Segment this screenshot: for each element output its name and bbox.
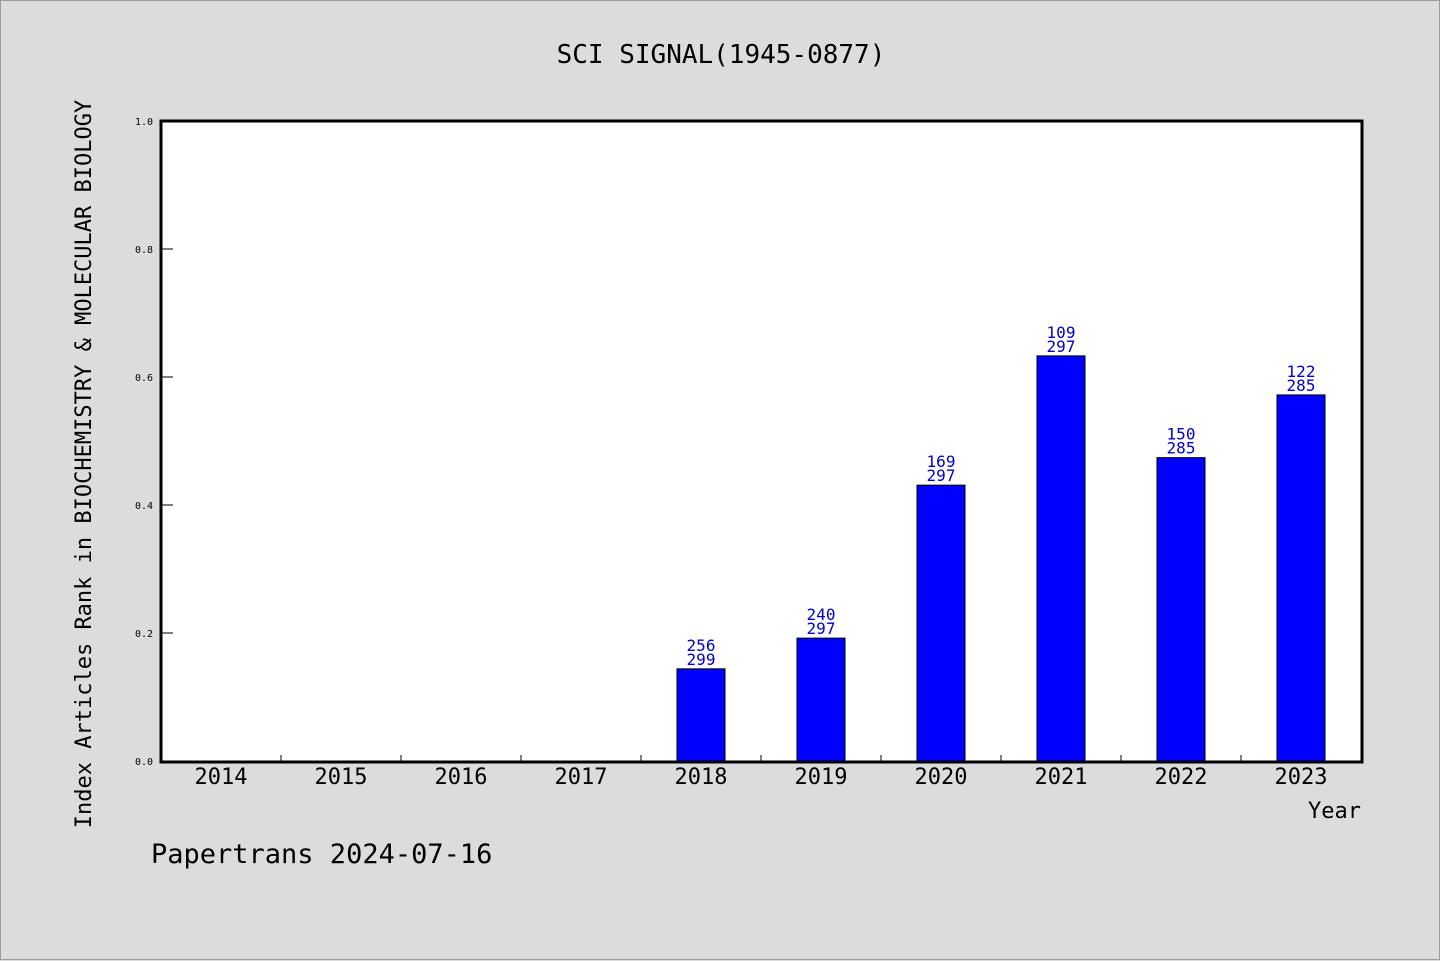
footer-credit: Papertrans 2024-07-16 xyxy=(151,839,492,870)
x-tick-label: 2019 xyxy=(795,765,848,790)
total-label: 299 xyxy=(687,650,716,669)
x-tick-label: 2018 xyxy=(675,765,728,790)
total-label: 297 xyxy=(1047,337,1076,356)
y-tick-label: 0.2 xyxy=(135,629,153,640)
y-tick-label: 0.4 xyxy=(135,501,153,512)
x-tick-label: 2020 xyxy=(915,765,968,790)
x-axis-label: Year xyxy=(1308,799,1361,824)
x-tick-label: 2022 xyxy=(1155,765,1208,790)
y-tick-label: 1.0 xyxy=(135,117,153,128)
bar-2019 xyxy=(796,637,846,762)
y-tick-label: 0.0 xyxy=(135,757,153,768)
bar-2023 xyxy=(1276,394,1326,762)
y-tick-label: 0.6 xyxy=(135,373,153,384)
rank-label: 150 xyxy=(1167,425,1196,444)
rank-label: 169 xyxy=(927,452,956,471)
rank-label: 122 xyxy=(1287,362,1316,381)
y-axis-ticks: 0.0 0.2 0.4 0.6 0.8 1.0 xyxy=(135,117,173,768)
x-tick-label: 2015 xyxy=(315,765,368,790)
x-tick-label: 2017 xyxy=(555,765,608,790)
bar-2018 xyxy=(676,668,726,762)
y-axis-label: Index Articles Rank in BIOCHEMISTRY & MO… xyxy=(72,100,97,828)
x-axis-ticks: 2014 2015 2016 2017 2018 2019 2020 2021 2022 2023 xyxy=(195,755,1328,790)
x-tick-label: 2014 xyxy=(195,765,248,790)
bar-2021 xyxy=(1036,355,1086,762)
x-tick-label: 2021 xyxy=(1035,765,1088,790)
rank-label: 109 xyxy=(1047,323,1076,342)
rank-label: 240 xyxy=(807,605,836,624)
total-label: 285 xyxy=(1287,376,1316,395)
total-label: 297 xyxy=(927,466,956,485)
total-label: 285 xyxy=(1167,439,1196,458)
bars xyxy=(676,355,1326,762)
bar-2022 xyxy=(1156,457,1206,762)
x-tick-label: 2023 xyxy=(1275,765,1328,790)
y-tick-label: 0.8 xyxy=(135,245,153,256)
bar-2020 xyxy=(916,484,966,762)
total-label: 297 xyxy=(807,619,836,638)
chart-title: SCI SIGNAL(1945-0877) xyxy=(557,40,886,70)
x-tick-label: 2016 xyxy=(435,765,488,790)
rank-label: 256 xyxy=(687,636,716,655)
